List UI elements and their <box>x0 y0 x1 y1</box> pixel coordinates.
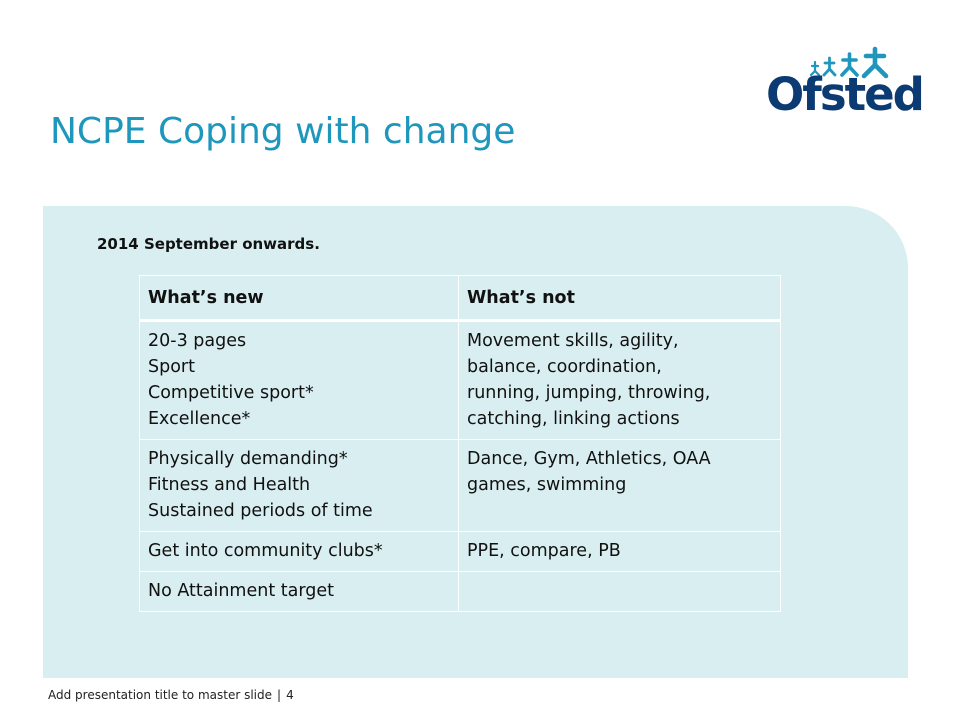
table-cell-not: Movement skills, agility, balance, coord… <box>458 320 781 440</box>
cell-line: catching, linking actions <box>467 409 680 429</box>
table-row: 20-3 pages Sport Competitive sport* Exce… <box>139 320 781 440</box>
footer-separator: | <box>277 688 282 702</box>
cell-line: Excellence* <box>148 409 251 429</box>
logo-wordmark: Ofsted <box>766 68 925 121</box>
ofsted-logo: Ofsted <box>766 46 925 124</box>
table-row: Physically demanding* Fitness and Health… <box>139 439 781 532</box>
cell-line: Competitive sport* <box>148 383 314 403</box>
cell-line: games, swimming <box>467 475 627 495</box>
slide-footer: Add presentation title to master slide | 4 <box>48 688 294 702</box>
comparison-table: What’s new What’s not 20-3 pages Sport C… <box>139 275 781 612</box>
table-cell-not: Dance, Gym, Athletics, OAA games, swimmi… <box>458 439 781 532</box>
column-header-not: What’s not <box>458 275 781 322</box>
cell-line: Fitness and Health <box>148 475 311 495</box>
page-number: 4 <box>286 688 294 702</box>
cell-line: running, jumping, throwing, <box>467 383 711 403</box>
table-header-row: What’s new What’s not <box>139 275 781 322</box>
subtitle: 2014 September onwards. <box>97 235 320 253</box>
table-cell-new: No Attainment target <box>139 571 459 612</box>
table-cell-not: PPE, compare, PB <box>458 531 781 572</box>
cell-line: balance, coordination, <box>467 357 662 377</box>
cell-line: Sustained periods of time <box>148 501 373 521</box>
cell-line: Sport <box>148 357 195 377</box>
cell-line: 20-3 pages <box>148 331 247 351</box>
cell-line: Dance, Gym, Athletics, OAA <box>467 449 711 469</box>
column-header-new: What’s new <box>139 275 459 322</box>
table-row: Get into community clubs* PPE, compare, … <box>139 531 781 572</box>
table-cell-new: Get into community clubs* <box>139 531 459 572</box>
table-cell-not <box>458 571 781 612</box>
cell-line: Get into community clubs* <box>148 541 383 561</box>
table-cell-new: 20-3 pages Sport Competitive sport* Exce… <box>139 320 459 440</box>
cell-line: PPE, compare, PB <box>467 541 621 561</box>
table-row: No Attainment target <box>139 571 781 612</box>
table-cell-new: Physically demanding* Fitness and Health… <box>139 439 459 532</box>
page-title: NCPE Coping with change <box>50 111 516 152</box>
cell-line: No Attainment target <box>148 581 334 601</box>
cell-line: Physically demanding* <box>148 449 348 469</box>
cell-line: Movement skills, agility, <box>467 331 679 351</box>
people-stars-icon <box>809 46 889 79</box>
footer-title: Add presentation title to master slide <box>48 688 273 702</box>
